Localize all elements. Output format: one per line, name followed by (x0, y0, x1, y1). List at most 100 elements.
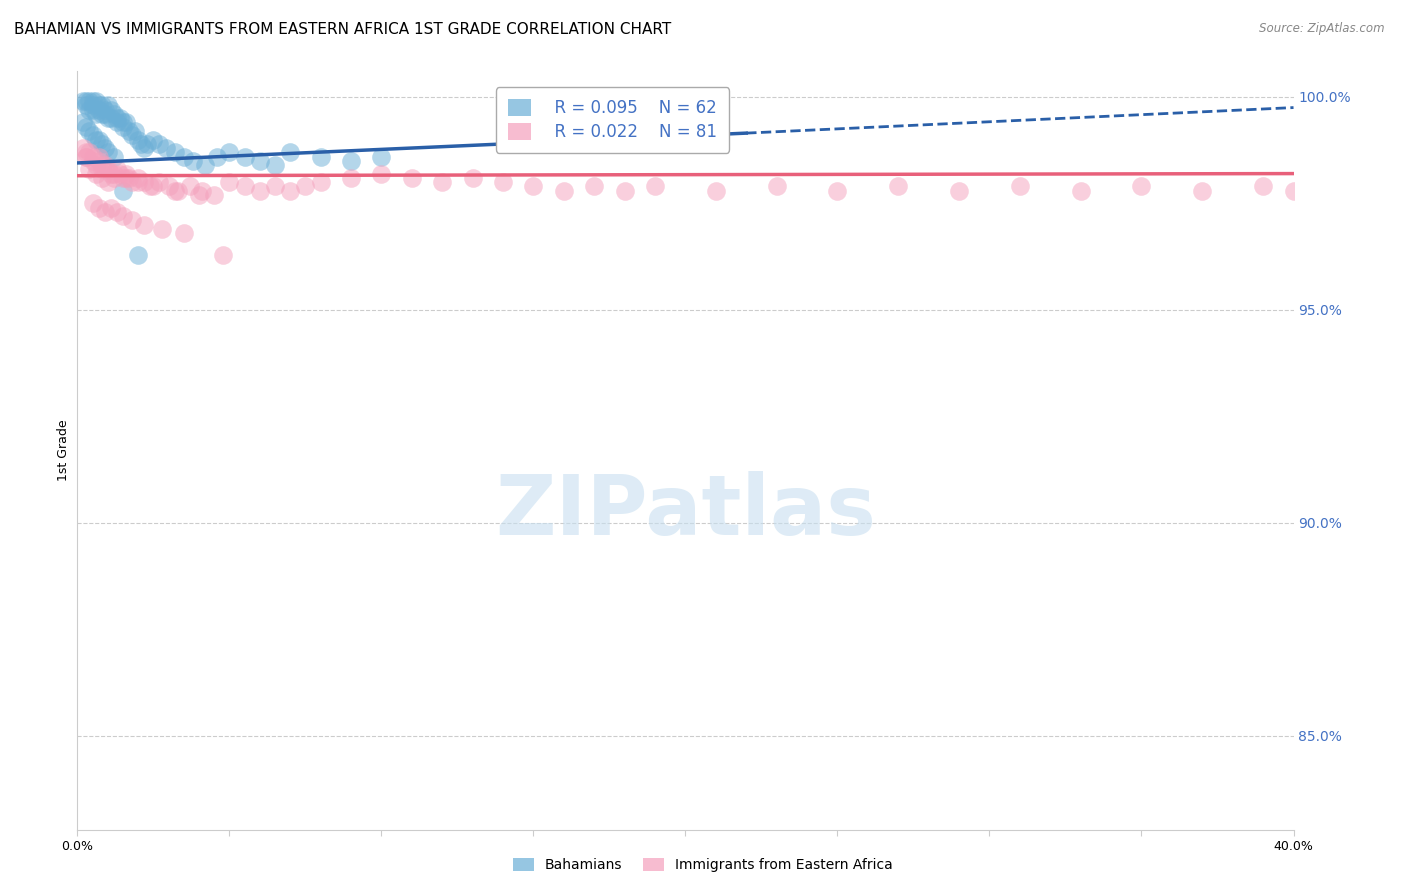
Point (1282, 184, 1305, 198)
Point (401, 170, 423, 185)
Point (827, 184, 849, 198)
Point (79, 124, 101, 138)
Point (1070, 184, 1092, 198)
Point (87, 150, 110, 164)
Point (129, 136, 152, 151)
Point (75, 150, 97, 164)
Point (93, 158, 115, 172)
Point (163, 145, 186, 160)
Point (82, 196, 104, 211)
Point (84, 94, 107, 108)
Point (82, 94, 104, 108)
Point (72, 141, 94, 155)
Point (90, 98, 112, 112)
Point (111, 184, 134, 198)
Point (157, 179, 180, 194)
Point (75, 120, 97, 134)
Point (97, 145, 120, 160)
Point (191, 184, 214, 198)
Point (97, 175, 120, 189)
Point (84, 107, 107, 121)
Legend: Bahamians, Immigrants from Eastern Africa: Bahamians, Immigrants from Eastern Afric… (508, 853, 898, 878)
Point (887, 179, 910, 194)
Point (90, 170, 112, 185)
Point (1251, 179, 1274, 194)
Point (115, 167, 138, 181)
Point (264, 158, 287, 172)
Point (704, 184, 727, 198)
Point (72, 94, 94, 108)
Point (97, 112, 120, 126)
Legend:   R = 0.095    N = 62,   R = 0.022    N = 81: R = 0.095 N = 62, R = 0.022 N = 81 (496, 87, 728, 153)
Point (205, 150, 228, 164)
Point (152, 222, 174, 236)
Point (613, 184, 636, 198)
Point (127, 170, 149, 185)
Point (461, 170, 484, 185)
Point (121, 128, 143, 143)
Point (79, 162, 101, 177)
Point (111, 170, 134, 185)
Point (108, 112, 131, 126)
Point (87, 98, 110, 112)
Point (278, 145, 301, 160)
Point (100, 103, 122, 117)
Point (93, 107, 115, 121)
Point (75, 94, 97, 108)
Point (179, 179, 201, 194)
Point (278, 184, 301, 198)
Point (105, 162, 128, 177)
Point (103, 167, 125, 181)
Point (188, 187, 211, 202)
Point (370, 150, 392, 164)
Point (84, 132, 107, 146)
Point (93, 103, 115, 117)
Point (100, 112, 122, 126)
Point (644, 179, 666, 194)
Point (948, 184, 970, 198)
Point (82, 150, 104, 164)
Point (765, 179, 787, 194)
Point (103, 170, 125, 185)
Point (212, 247, 235, 261)
Point (105, 205, 128, 219)
Point (249, 184, 271, 198)
Point (1191, 184, 1213, 198)
Point (142, 179, 165, 194)
Point (136, 136, 159, 151)
Point (121, 175, 143, 189)
Point (1008, 179, 1031, 194)
Point (97, 98, 120, 112)
Point (522, 179, 544, 194)
Point (173, 150, 195, 164)
Point (108, 167, 131, 181)
Point (134, 175, 156, 189)
Point (583, 179, 606, 194)
Text: BAHAMIAN VS IMMIGRANTS FROM EASTERN AFRICA 1ST GRADE CORRELATION CHART: BAHAMIAN VS IMMIGRANTS FROM EASTERN AFRI… (14, 22, 671, 37)
Point (75, 150, 97, 164)
Point (79, 103, 101, 117)
Point (75, 145, 97, 160)
Point (90, 162, 112, 177)
Point (111, 115, 134, 129)
Point (84, 158, 107, 172)
Point (134, 218, 156, 232)
Point (100, 167, 122, 181)
Point (90, 107, 112, 121)
Point (127, 175, 149, 189)
Point (148, 136, 170, 151)
Point (111, 209, 134, 223)
Y-axis label: 1st Grade: 1st Grade (58, 419, 70, 482)
Point (166, 184, 188, 198)
Point (127, 247, 149, 261)
Point (139, 179, 162, 194)
Point (134, 141, 156, 155)
Point (79, 94, 101, 108)
Point (1130, 179, 1153, 194)
Point (79, 145, 101, 160)
Point (72, 115, 94, 129)
Point (340, 153, 363, 168)
Point (142, 132, 165, 146)
Point (181, 153, 204, 168)
Point (82, 128, 104, 143)
